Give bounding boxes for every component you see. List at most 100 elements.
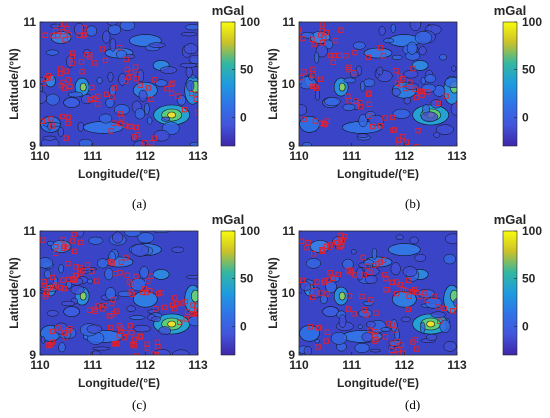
contour-line [421,83,436,93]
gap-marker [91,95,97,102]
gap-marker [361,272,367,278]
gap-marker [53,244,59,250]
gap-marker [40,27,41,33]
gap-marker [414,289,420,296]
gap-marker [89,84,95,91]
contour-line [61,300,76,307]
gap-marker [133,124,140,131]
gap-marker [400,133,406,140]
gap-marker [47,342,54,348]
y-axis-label: Latitude/(°N) [7,257,21,328]
contour-line [360,80,366,92]
contour-line [144,102,150,115]
gap-marker [410,339,416,345]
gap-marker [172,306,178,312]
contour-line [324,96,341,107]
colorbar-tick-label: 50 [240,63,254,77]
contour-line [106,22,118,26]
y-tick-label: 10 [282,286,296,300]
gap-marker [360,254,366,261]
gap-marker [123,255,129,261]
gap-marker [371,262,377,269]
contour-line [105,287,117,301]
contour-line [185,65,193,78]
gap-marker [330,275,336,282]
panel-caption: (c) [132,397,147,412]
gap-marker [148,140,155,146]
contour-line [134,108,146,120]
gap-marker [61,243,67,249]
gap-marker [148,96,154,102]
colorbar-unit: mGal [494,3,527,18]
gap-marker [61,285,67,292]
contour-line [402,266,418,277]
contour-line [354,342,370,353]
contour-line [139,266,149,279]
contour-line [357,324,364,329]
gap-marker [131,343,138,349]
gap-marker [357,104,364,110]
contour-line [183,43,198,55]
colorbar-unit: mGal [212,212,245,227]
contour-line [409,236,419,245]
gap-marker [122,122,129,128]
gap-marker [162,304,168,311]
panel-caption: (b) [405,196,421,211]
anomaly-contour [79,82,87,92]
gap-marker [461,90,465,94]
anomaly-contour [411,60,429,71]
gap-marker [111,85,117,91]
gap-marker [324,118,330,124]
contour-line [305,258,321,269]
gap-marker [141,286,148,292]
gap-marker [57,285,64,291]
contour-line [180,32,198,37]
gap-marker [50,123,56,129]
contour-line [390,23,396,33]
colorbar-tick-label: 50 [522,272,536,286]
gap-marker [164,86,170,92]
gap-marker [322,278,328,284]
gap-marker [393,68,399,74]
contour-line [77,121,84,132]
gap-marker [394,80,401,86]
contour-line [443,341,457,352]
gap-marker [145,85,152,91]
y-tick-label: 10 [282,77,296,91]
gap-marker [373,336,379,343]
gap-marker [44,289,50,295]
contour-line [433,131,441,138]
contour-line [159,66,177,74]
x-tick-label: 111 [83,358,102,372]
gap-marker [412,86,418,93]
contour-line [92,346,111,351]
gap-marker [398,342,404,348]
gap-marker [365,54,371,61]
y-tick-label: 11 [282,224,295,238]
y-tick-label: 11 [23,15,36,29]
map-field [299,231,457,355]
map-panel-d-svg: 110 111 112 113 9 10 11 Longitude/(°E) Latitude/… [266,212,542,390]
gap-marker [397,282,403,288]
gap-marker [108,324,114,331]
contour-line [176,95,187,106]
gap-marker [114,340,120,346]
gap-marker [345,306,352,312]
contour-line [185,274,198,280]
gap-marker [144,345,150,351]
contour-line [172,349,190,355]
contour-line [371,247,378,260]
contour-line [153,349,171,355]
map-panel-c-svg: 110 111 112 113 9 10 11 Longitude/(°E) Latitude/… [7,212,260,390]
contour-line [40,257,54,269]
gap-marker [92,306,98,312]
gap-marker [125,74,132,81]
gap-marker [60,113,66,120]
gap-marker [332,37,339,44]
gap-marker [327,270,333,276]
contour-line [75,231,85,238]
contour-line [299,104,308,116]
gap-marker [373,310,379,316]
contour-line [361,332,374,342]
contour-line [443,253,456,265]
